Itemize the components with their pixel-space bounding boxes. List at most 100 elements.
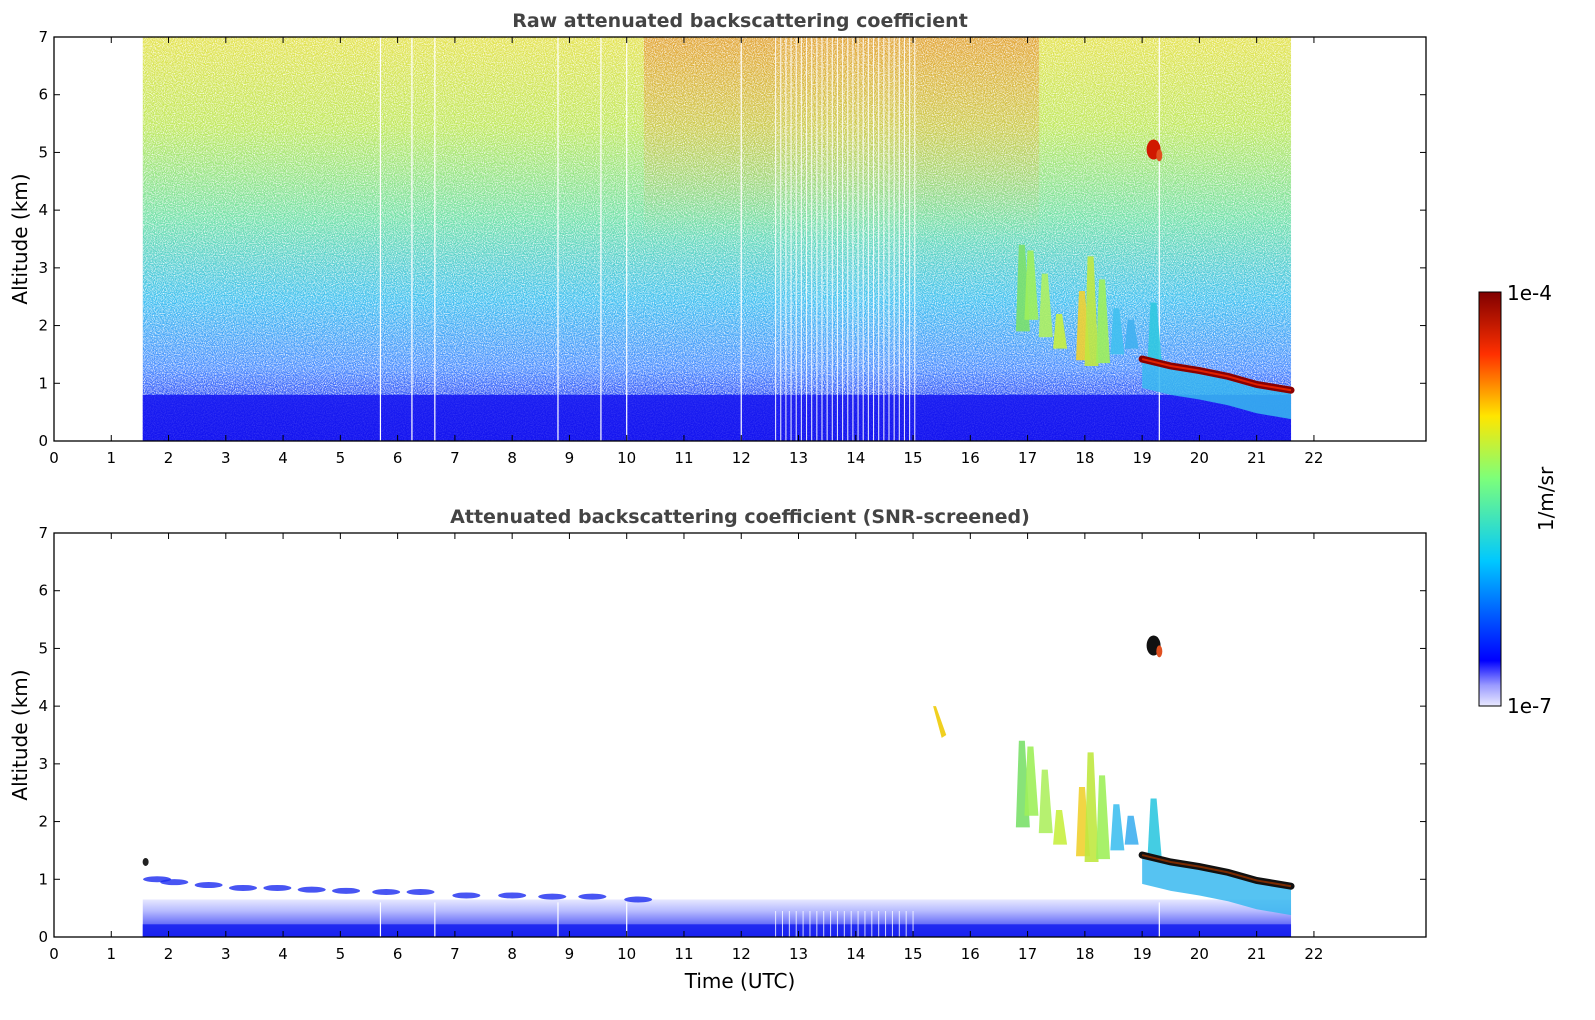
colorbar-gradient [1478, 291, 1502, 707]
x-tick-label: 19 [1133, 945, 1152, 963]
bottom-y-axis-label: Altitude (km) [8, 669, 32, 800]
precipitation-streak [1024, 746, 1039, 816]
y-tick-label: 3 [38, 755, 48, 773]
x-tick-label: 20 [1190, 449, 1209, 467]
x-tick-label: 13 [789, 449, 808, 467]
x-tick-label: 8 [507, 449, 517, 467]
precipitation-streak [1096, 279, 1111, 364]
bottom-surface-layer [142, 924, 1292, 937]
x-tick-label: 17 [1018, 449, 1037, 467]
aerosol-blob [228, 884, 257, 891]
precipitation-streak [1110, 804, 1125, 851]
cloud-layer-edge [1141, 358, 1292, 392]
x-tick-label: 18 [1075, 449, 1094, 467]
bottom-plot-title: Attenuated backscattering coefficient (S… [450, 506, 1030, 528]
x-tick-label: 6 [393, 449, 403, 467]
bottom-heatmap [142, 635, 1295, 937]
x-tick-label: 10 [617, 449, 636, 467]
cloud-layer-edge [1141, 854, 1292, 888]
x-tick-label: 12 [732, 945, 751, 963]
x-tick-label: 16 [961, 449, 980, 467]
y-tick-label: 3 [38, 259, 48, 277]
y-tick-label: 7 [38, 28, 48, 46]
precipitation-streak [1053, 810, 1068, 845]
x-tick-label: 13 [789, 945, 808, 963]
precipitation-streak [1124, 319, 1139, 349]
x-tick-label: 9 [565, 945, 575, 963]
top-plot-title: Raw attenuated backscattering coefficien… [512, 10, 968, 32]
x-tick-label: 9 [565, 449, 575, 467]
aerosol-blob [160, 879, 189, 886]
precipitation-streak [1084, 256, 1099, 366]
precipitation-streak [1147, 798, 1162, 857]
x-tick-label: 17 [1018, 945, 1037, 963]
x-tick-label: 11 [674, 945, 693, 963]
small-high-cloud [1156, 149, 1163, 162]
x-tick-label: 1 [106, 945, 116, 963]
x-tick-label: 8 [507, 945, 517, 963]
x-tick-label: 22 [1304, 945, 1323, 963]
top-y-axis-label: Altitude (km) [8, 173, 32, 304]
y-tick-label: 5 [38, 143, 48, 161]
x-tick-label: 14 [846, 945, 865, 963]
x-tick-label: 7 [450, 449, 460, 467]
aerosol-blob [452, 892, 481, 899]
x-tick-label: 10 [617, 945, 636, 963]
aerosol-blob [194, 882, 223, 889]
x-axis-label: Time (UTC) [684, 969, 796, 993]
y-tick-label: 6 [38, 86, 48, 104]
x-tick-label: 15 [904, 945, 923, 963]
x-tick-label: 19 [1133, 449, 1152, 467]
colorbar-unit-label: 1/m/sr [1534, 466, 1558, 531]
y-tick-label: 0 [38, 928, 48, 946]
precipitation-streak [1096, 775, 1111, 860]
x-tick-label: 21 [1247, 449, 1266, 467]
aerosol-blob [538, 893, 567, 900]
x-tick-label: 15 [904, 449, 923, 467]
precipitation-streak [1084, 752, 1099, 862]
virga-streak [933, 706, 947, 738]
x-tick-label: 2 [164, 449, 174, 467]
precipitation-streak [1038, 769, 1053, 834]
precipitation-streak [1024, 250, 1039, 320]
x-tick-label: 3 [221, 945, 231, 963]
aerosol-blob [498, 892, 527, 899]
aerosol-blob [297, 886, 326, 893]
colorbar-max-label: 1e-4 [1507, 281, 1552, 305]
y-tick-label: 6 [38, 582, 48, 600]
x-tick-label: 1 [106, 449, 116, 467]
aerosol-blob [263, 884, 292, 891]
x-tick-label: 16 [961, 945, 980, 963]
top-axes-frame [53, 36, 1427, 442]
top-heatmap [142, 37, 1295, 441]
y-tick-label: 0 [38, 432, 48, 450]
x-tick-label: 6 [393, 945, 403, 963]
y-tick-label: 4 [38, 201, 48, 219]
precipitation-streak [1147, 302, 1162, 361]
cloud-underside [1142, 356, 1292, 420]
top-boundary-layer [142, 394, 1292, 441]
x-tick-label: 12 [732, 449, 751, 467]
x-tick-label: 11 [674, 449, 693, 467]
x-tick-label: 5 [336, 945, 346, 963]
x-tick-label: 7 [450, 945, 460, 963]
y-tick-label: 2 [38, 813, 48, 831]
small-cloud-mark [142, 857, 149, 866]
colorbar-min-label: 1e-7 [1507, 694, 1552, 718]
precipitation-streak [1053, 314, 1068, 349]
x-tick-label: 18 [1075, 945, 1094, 963]
aerosol-blob [372, 888, 401, 895]
aerosol-blob [624, 896, 653, 903]
y-tick-label: 1 [38, 870, 48, 888]
cloud-underside [1142, 852, 1292, 916]
y-tick-label: 7 [38, 524, 48, 542]
y-tick-label: 2 [38, 317, 48, 335]
precipitation-streak [1038, 273, 1053, 338]
top-noise-overlay [142, 37, 1292, 441]
x-tick-label: 20 [1190, 945, 1209, 963]
y-tick-label: 5 [38, 639, 48, 657]
x-tick-label: 2 [164, 945, 174, 963]
precipitation-streak [1110, 308, 1125, 355]
aerosol-blob [406, 888, 435, 895]
small-high-cloud [1156, 645, 1163, 658]
